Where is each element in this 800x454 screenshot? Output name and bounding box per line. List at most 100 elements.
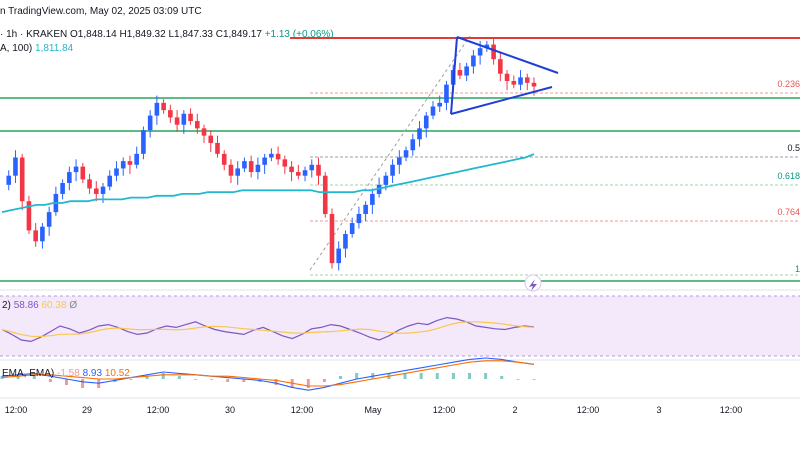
candle-up (336, 248, 342, 264)
candle-down (282, 159, 288, 167)
candle-down (531, 82, 537, 87)
x-tick: 12:00 (290, 405, 314, 415)
candle-down (93, 188, 99, 194)
candle-down (194, 121, 200, 129)
macd-hist-bar (210, 379, 214, 380)
candle-down (296, 172, 301, 176)
candle-up (349, 223, 355, 234)
macd-hist-bar (129, 379, 133, 380)
candle-up (107, 175, 113, 187)
fib-label-1: 1 (794, 264, 800, 274)
candle-down (188, 113, 193, 122)
macd-hist-bar (435, 373, 439, 379)
candle-up (73, 166, 79, 173)
candle-down (26, 201, 32, 231)
candle-up (154, 102, 160, 116)
x-tick: 12:00 (432, 405, 456, 415)
macd-hist-bar (516, 379, 520, 380)
candle-up (235, 168, 240, 176)
macd-hist-bar (64, 379, 68, 385)
candle-down (275, 153, 281, 160)
rsi-extra: Ø (69, 300, 78, 311)
candle-up (60, 183, 65, 194)
candle-up (518, 77, 523, 85)
published-caption: n TradingView.com, May 02, 2025 03:09 UT… (0, 6, 202, 17)
candle-down (215, 142, 220, 154)
high-value: H1,849.32 (119, 29, 166, 40)
candle-up (269, 153, 274, 158)
symbol-label: · 1h · KRAKEN (0, 29, 68, 40)
candle-up (114, 168, 119, 176)
rsi-value: 58.86 (13, 300, 39, 311)
macd-hist-bar (451, 373, 455, 379)
change-value: +1.13 (+0.06%) (264, 29, 334, 40)
rsi-legend: 2) 58.86 60.38 Ø (2, 300, 77, 311)
candle-up (484, 44, 490, 49)
rsi-ma-line (1, 321, 535, 338)
candle-down (33, 230, 38, 242)
candle-up (302, 170, 308, 176)
candle-down (289, 166, 294, 173)
candle-down (168, 110, 173, 118)
candle-down (322, 175, 328, 214)
symbol-legend: · 1h · KRAKEN O1,848.14 H1,849.32 L1,847… (0, 29, 334, 40)
macd-hist-bar (16, 376, 20, 379)
candle-up (397, 157, 402, 165)
macd-value: 8.93 (82, 368, 103, 379)
candle-up (464, 66, 469, 76)
macd-hist-bar (226, 379, 230, 382)
triangle-left-line (450, 36, 458, 115)
candle-up (437, 102, 443, 107)
candle-up (417, 128, 422, 140)
fib-trend-line (309, 35, 471, 271)
candle-down (511, 81, 517, 85)
candle-down (498, 59, 503, 74)
macd-hist-bar (500, 376, 504, 379)
candle-down (80, 166, 86, 180)
rsi-line (1, 316, 535, 343)
candle-up (356, 213, 362, 224)
candle-up (67, 172, 72, 183)
candle-up (40, 226, 45, 242)
macd-hist-bar (81, 379, 85, 388)
candle-down (504, 73, 510, 81)
candle-up (120, 161, 126, 169)
ma-legend: A, 100) 1,811.84 (0, 43, 73, 54)
macd-hist-bar (274, 379, 278, 385)
x-tick: 12:00 (576, 405, 600, 415)
macd-hist-bar (32, 376, 36, 379)
signal-line (1, 360, 535, 387)
candle-up (6, 175, 12, 185)
candle-down (248, 161, 254, 173)
candle-up (141, 130, 146, 154)
macd-hist-bar (468, 373, 472, 379)
candle-up (13, 157, 18, 176)
candle-down (127, 161, 133, 165)
macd-hist-value: -1.58 (57, 368, 80, 379)
ma-label: A, 100) (0, 43, 33, 54)
macd-hist-bar (322, 379, 326, 382)
x-tick: 2 (512, 405, 518, 415)
candle-up (343, 234, 348, 249)
macd-hist-bar (242, 379, 246, 382)
low-value: L1,847.33 (168, 29, 213, 40)
candle-up (242, 161, 247, 169)
macd-signal-value: 10.52 (104, 368, 130, 379)
macd-legend: EMA, EMA) -1.58 8.93 10.52 (2, 368, 130, 379)
macd-hist-bar (161, 373, 165, 379)
candle-up (100, 186, 106, 194)
candle-up (403, 150, 409, 158)
triangle-upper-line (456, 36, 559, 74)
candle-down (174, 117, 180, 125)
candle-down (87, 179, 92, 189)
candle-up (471, 55, 476, 67)
candle-up (444, 84, 449, 103)
lightning-icon (529, 279, 537, 291)
fib-label-0236: 0.236 (777, 79, 800, 89)
fib-label-0618: 0.618 (777, 171, 800, 181)
fib-label-05: 0.5 (787, 143, 800, 153)
candle-down (228, 164, 234, 176)
macd-hist-bar (48, 379, 52, 382)
